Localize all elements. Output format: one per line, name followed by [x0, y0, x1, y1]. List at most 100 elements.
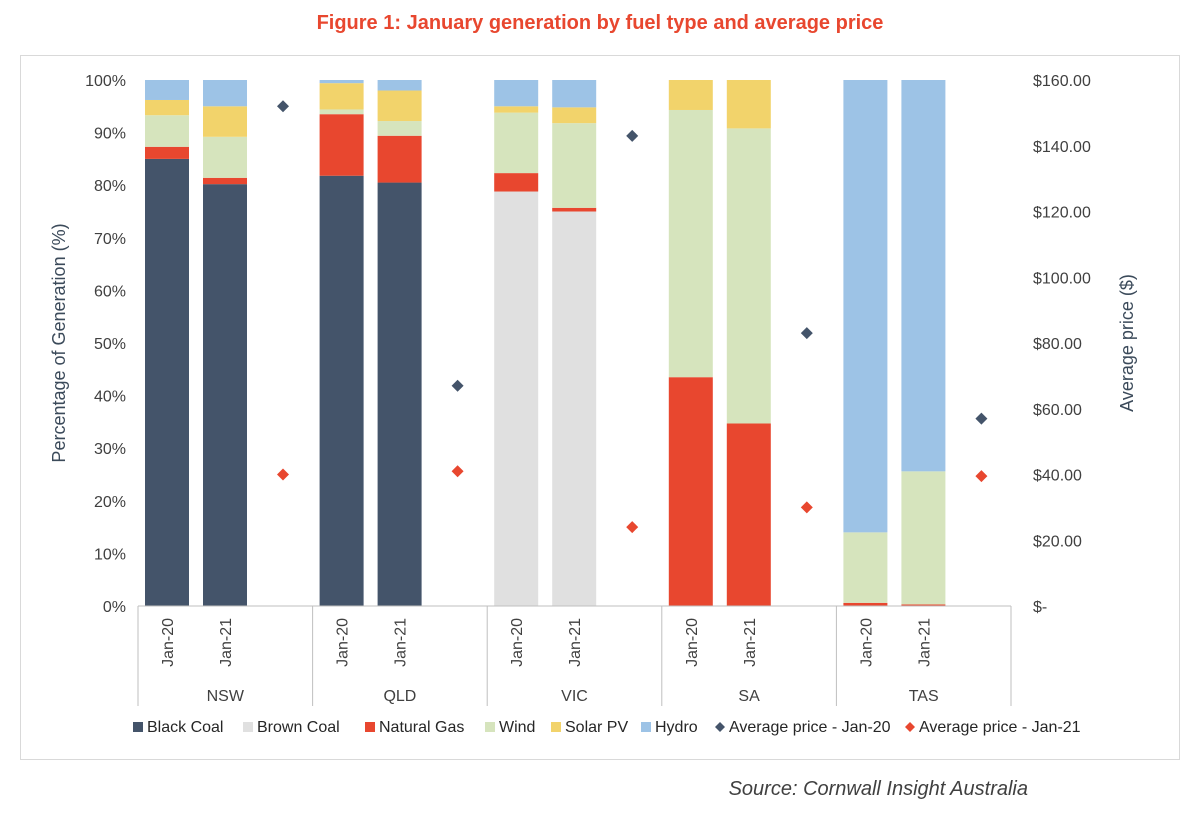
bar-segment: [552, 211, 597, 606]
chart-svg: 0% 10% 20% 30% 40% 50% 60% 70% 80% 90% 100% $- $20.0…: [49, 73, 1137, 736]
legend-swatch: [133, 722, 143, 732]
legend-label: Solar PV: [565, 719, 628, 736]
y-tick-label: 20%: [94, 494, 126, 511]
x-tick-label: Jan-21: [218, 618, 235, 667]
bar-segment: [552, 123, 597, 208]
y-tick-label: 70%: [94, 231, 126, 248]
y-tick-label: 60%: [94, 283, 126, 300]
group-label: NSW: [207, 688, 245, 705]
legend-label: Wind: [499, 719, 535, 736]
x-tick-label: Jan-20: [684, 618, 701, 667]
bar-segment: [494, 173, 539, 192]
bar-segment: [494, 112, 539, 174]
bar-segment: [494, 191, 539, 606]
bar-segment: [843, 80, 888, 533]
price-marker: [975, 412, 988, 425]
price-marker: [800, 327, 813, 340]
bar-segment: [145, 146, 189, 159]
y-tick-label: 10%: [94, 546, 126, 563]
legend-label: Natural Gas: [379, 719, 464, 736]
bar-segment: [145, 115, 189, 147]
x-tick-label: Jan-21: [567, 618, 584, 667]
bar-segment: [494, 80, 539, 107]
price-marker: [451, 465, 464, 478]
x-tick-label: Jan-21: [742, 618, 759, 667]
y2-tick-label: $120.00: [1033, 205, 1091, 222]
y-axis-title: Percentage of Generation (%): [49, 223, 69, 462]
bar-segment: [668, 377, 713, 606]
source-note: Source: Cornwall Insight Australia: [728, 778, 1028, 800]
bar-segment: [901, 604, 946, 606]
y2-tick-label: $80.00: [1033, 336, 1082, 353]
legend-swatch: [551, 722, 561, 732]
price-marker: [277, 468, 289, 481]
bar-segment: [843, 602, 888, 606]
y2-tick-label: $140.00: [1033, 139, 1091, 156]
bar-segment: [552, 207, 597, 212]
bar-segment: [319, 175, 364, 606]
bar-segment: [319, 109, 364, 115]
legend-label: Brown Coal: [257, 719, 340, 736]
group-label: SA: [738, 688, 760, 705]
bar-segment: [203, 80, 247, 107]
y-tick-label: 30%: [94, 441, 126, 458]
bar-segment: [203, 136, 247, 178]
bar-segment: [726, 80, 771, 129]
bar-segment: [552, 107, 597, 124]
bar-segment: [843, 532, 888, 603]
bar-segment: [319, 83, 364, 110]
group-label: TAS: [909, 688, 939, 705]
legend-swatch: [641, 722, 651, 732]
y2-tick-label: $40.00: [1033, 468, 1082, 485]
bar-segment: [552, 80, 597, 108]
price-marker: [451, 379, 464, 392]
x-tick-label: Jan-21: [393, 618, 410, 667]
y-tick-label: 100%: [85, 73, 126, 90]
chart-title: Figure 1: January generation by fuel typ…: [316, 12, 884, 34]
bar-segment: [901, 80, 946, 472]
y-tick-label: 50%: [94, 336, 126, 353]
x-tick-label: Jan-20: [160, 618, 177, 667]
bar-segment: [203, 184, 247, 606]
legend-swatch: [485, 722, 495, 732]
bar-segment: [203, 106, 247, 137]
legend-swatch: [905, 722, 915, 732]
legend-swatch: [715, 722, 725, 732]
y2-tick-label: $60.00: [1033, 402, 1082, 419]
x-tick-label: Jan-20: [509, 618, 526, 667]
y2-tick-label: $100.00: [1033, 270, 1091, 287]
price-marker: [626, 129, 639, 142]
bar-segment: [901, 471, 946, 605]
group-label: VIC: [561, 688, 588, 705]
x-tick-label: Jan-20: [858, 618, 875, 667]
bar-segment: [726, 423, 771, 606]
price-marker: [277, 100, 289, 113]
bar-segment: [377, 90, 422, 122]
bar-segment: [145, 158, 189, 606]
bar-segment: [377, 182, 422, 606]
bar-segment: [668, 80, 713, 110]
y-tick-label: 90%: [94, 126, 126, 143]
bar-segment: [377, 121, 422, 136]
price-marker: [975, 470, 988, 483]
bar-segment: [668, 109, 713, 378]
bar-segment: [377, 80, 422, 91]
y2-tick-label: $20.00: [1033, 533, 1082, 550]
bar-segment: [494, 106, 539, 113]
legend-label: Black Coal: [147, 719, 223, 736]
bar-segment: [145, 80, 189, 100]
y-tick-label: 80%: [94, 178, 126, 195]
bar-segment: [145, 99, 189, 116]
group-label: QLD: [383, 688, 416, 705]
legend-swatch: [365, 722, 375, 732]
chart-area: 0% 10% 20% 30% 40% 50% 60% 70% 80% 90% 100% $- $20.0…: [20, 55, 1180, 760]
price-marker: [626, 521, 639, 534]
x-tick-label: Jan-21: [916, 618, 933, 667]
y-tick-label: 40%: [94, 389, 126, 406]
x-tick-label: Jan-20: [335, 618, 352, 667]
y-tick-label: 0%: [103, 599, 126, 616]
legend-label: Average price - Jan-21: [919, 719, 1081, 736]
y2-tick-label: $160.00: [1033, 73, 1091, 90]
bar-segment: [319, 80, 364, 84]
bar-segment: [377, 135, 422, 183]
